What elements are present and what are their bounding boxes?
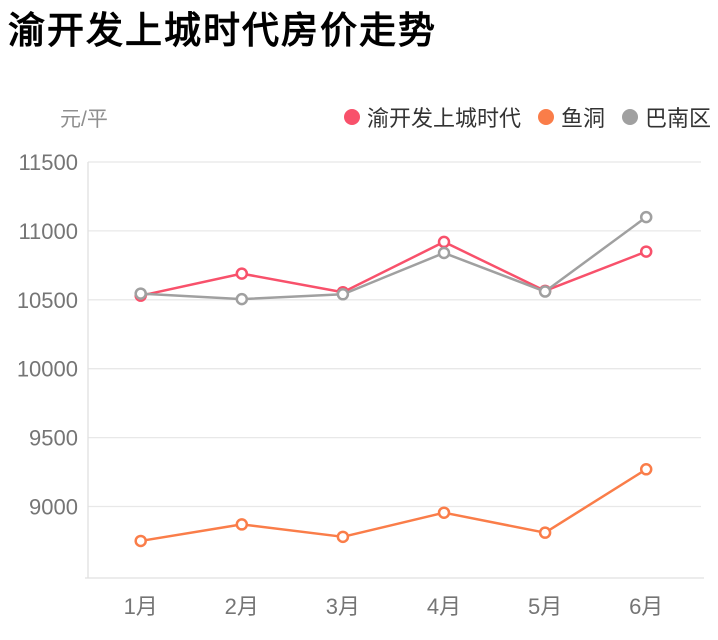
chart-title: 渝开发上城时代房价走势 bbox=[8, 10, 437, 51]
x-tick-label: 4月 bbox=[427, 594, 461, 619]
data-point[interactable] bbox=[134, 287, 147, 300]
data-point[interactable] bbox=[538, 285, 552, 298]
y-axis-unit-label: 元/平 bbox=[60, 108, 108, 131]
data-point[interactable] bbox=[437, 506, 451, 519]
legend-label: 渝开发上城时代 bbox=[366, 106, 521, 131]
data-point[interactable] bbox=[336, 530, 350, 544]
series-line bbox=[139, 468, 648, 543]
legend-item-2[interactable]: 巴南区 bbox=[621, 101, 711, 133]
y-tick-label: 9000 bbox=[29, 495, 78, 520]
series-line bbox=[139, 215, 648, 301]
data-point[interactable] bbox=[134, 534, 147, 548]
y-tick-label: 10000 bbox=[17, 357, 78, 382]
data-point[interactable] bbox=[639, 245, 653, 258]
y-tick-label: 11000 bbox=[18, 219, 78, 244]
y-tick-label: 11500 bbox=[18, 150, 78, 175]
data-point[interactable] bbox=[437, 235, 451, 249]
data-point[interactable] bbox=[437, 246, 451, 260]
legend-label: 鱼洞 bbox=[560, 106, 605, 131]
data-point[interactable] bbox=[639, 463, 653, 476]
legend-dot-icon bbox=[343, 109, 360, 125]
legend: 渝开发上城时代 鱼洞 巴南区 bbox=[343, 101, 711, 133]
x-tick-label: 2月 bbox=[225, 594, 259, 619]
legend-item-1[interactable]: 鱼洞 bbox=[537, 101, 605, 133]
x-tick-label: 1月 bbox=[124, 594, 158, 619]
data-point[interactable] bbox=[235, 292, 249, 306]
y-tick-label: 9500 bbox=[29, 426, 78, 451]
data-point[interactable] bbox=[235, 267, 249, 280]
legend-dot-icon bbox=[537, 109, 554, 125]
data-point[interactable] bbox=[639, 210, 653, 224]
data-point[interactable] bbox=[538, 526, 552, 539]
series-line bbox=[139, 240, 648, 297]
data-point[interactable] bbox=[336, 288, 350, 301]
data-point[interactable] bbox=[235, 518, 249, 531]
x-tick-label: 6月 bbox=[629, 594, 663, 619]
x-tick-label: 5月 bbox=[528, 594, 562, 619]
legend-dot-icon bbox=[621, 109, 638, 125]
legend-label: 巴南区 bbox=[644, 106, 711, 131]
legend-item-0[interactable]: 渝开发上城时代 bbox=[343, 101, 521, 133]
x-tick-label: 3月 bbox=[326, 594, 360, 619]
y-tick-label: 10500 bbox=[17, 288, 78, 313]
